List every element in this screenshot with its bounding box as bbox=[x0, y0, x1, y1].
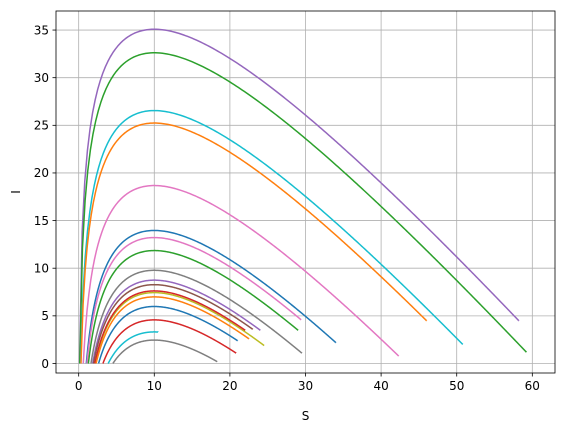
series-line bbox=[86, 236, 302, 364]
series-line bbox=[85, 229, 337, 364]
series-line bbox=[80, 122, 428, 364]
x-tick-label: 0 bbox=[75, 379, 83, 393]
x-tick-label: 20 bbox=[222, 379, 237, 393]
y-axis-label: I bbox=[9, 190, 23, 194]
y-tick-label: 30 bbox=[34, 71, 49, 85]
series-group bbox=[78, 28, 528, 364]
x-tick-label: 10 bbox=[147, 379, 162, 393]
x-tick-label: 50 bbox=[449, 379, 464, 393]
x-tick-label: 30 bbox=[298, 379, 313, 393]
x-tick-label: 40 bbox=[373, 379, 388, 393]
series-line bbox=[94, 291, 265, 364]
series-line bbox=[90, 269, 303, 364]
series-line bbox=[79, 52, 528, 364]
series-line bbox=[102, 319, 237, 364]
series-line bbox=[112, 339, 218, 364]
series-line bbox=[107, 331, 159, 364]
x-axis-label: S bbox=[302, 409, 310, 423]
series-line bbox=[91, 279, 261, 364]
grid bbox=[56, 11, 555, 373]
y-tick-label: 0 bbox=[41, 357, 49, 371]
series-line bbox=[82, 184, 400, 364]
plot-frame bbox=[55, 10, 556, 374]
y-tick-label: 20 bbox=[34, 166, 49, 180]
series-line bbox=[97, 305, 239, 364]
y-tick-label: 5 bbox=[41, 309, 49, 323]
series-line bbox=[87, 249, 299, 364]
y-tick-label: 25 bbox=[34, 119, 49, 133]
x-tick-label: 60 bbox=[525, 379, 540, 393]
y-tick-label: 15 bbox=[34, 214, 49, 228]
y-tick-label: 35 bbox=[34, 23, 49, 37]
series-line bbox=[95, 296, 250, 364]
series-line bbox=[94, 290, 246, 364]
y-tick-label: 10 bbox=[34, 262, 49, 276]
ticks: 0 10 20 30 40 50 60 0 5 10 15 20 25 30 35 bbox=[34, 23, 540, 393]
series-line bbox=[78, 28, 520, 364]
series-line bbox=[92, 283, 254, 364]
series-line bbox=[79, 109, 464, 364]
